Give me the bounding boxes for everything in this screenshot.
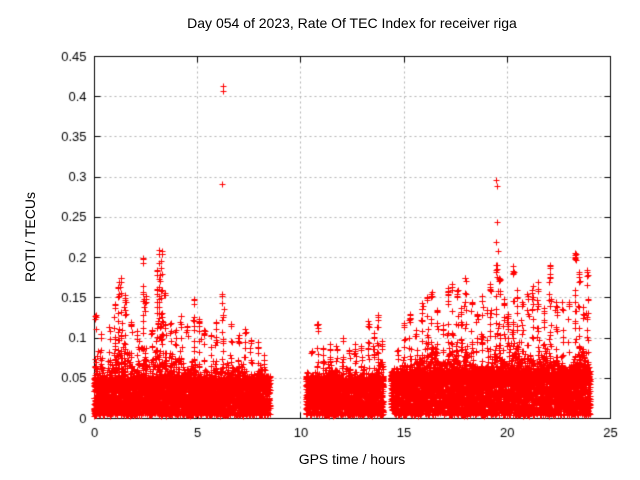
y-axis-label: ROTI / TECUs <box>22 192 38 282</box>
chart-title: Day 054 of 2023, Rate Of TEC Index for r… <box>187 15 517 31</box>
x-axis-label: GPS time / hours <box>298 451 406 467</box>
